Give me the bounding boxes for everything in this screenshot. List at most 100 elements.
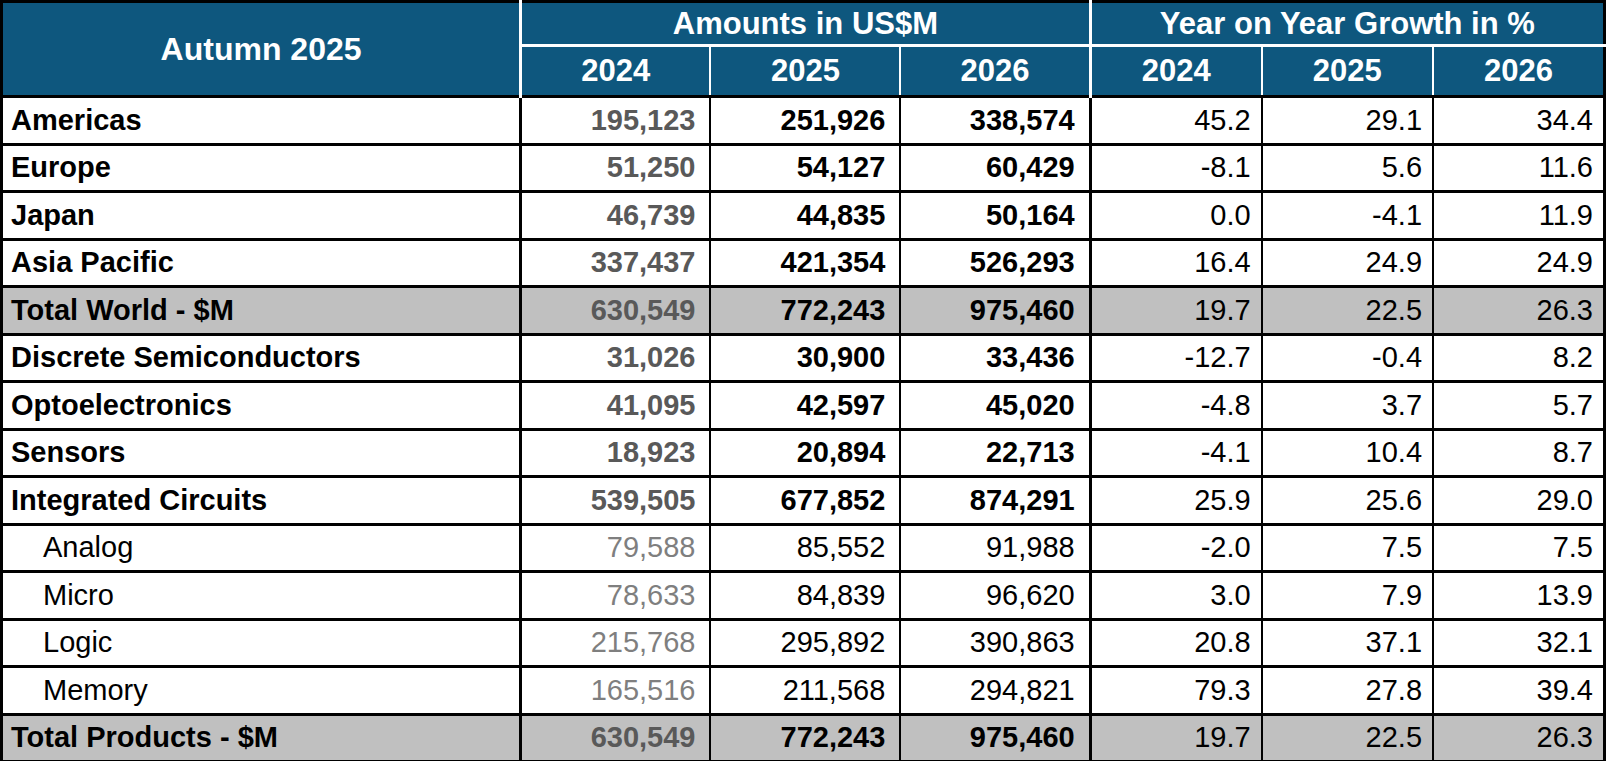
growth-cell-2024: 3.0 [1090,572,1261,620]
amount-cell-2026: 33,436 [900,334,1090,382]
amount-cell-2024: 215,768 [521,619,711,667]
growth-cell-2025: 27.8 [1262,667,1433,715]
amount-cell-2026: 975,460 [900,287,1090,335]
amount-cell-2025: 84,839 [710,572,900,620]
table-row: Total World - $M630,549772,243975,46019.… [2,287,1605,335]
growth-cell-2024: 45.2 [1090,97,1261,145]
amount-cell-2024: 78,633 [521,572,711,620]
growth-cell-2024: 0.0 [1090,192,1261,240]
growth-cell-2024: -2.0 [1090,524,1261,572]
growth-cell-2025: 29.1 [1262,97,1433,145]
amount-cell-2026: 338,574 [900,97,1090,145]
row-label: Integrated Circuits [2,477,521,525]
amount-cell-2025: 85,552 [710,524,900,572]
growth-cell-2024: 16.4 [1090,239,1261,287]
table-row: Optoelectronics41,09542,59745,020-4.83.7… [2,382,1605,430]
table-row: Analog79,58885,55291,988-2.07.57.5 [2,524,1605,572]
growth-cell-2026: 26.3 [1433,714,1604,761]
row-label: Asia Pacific [2,239,521,287]
amount-cell-2024: 41,095 [521,382,711,430]
semiconductor-forecast-table: Autumn 2025 Amounts in US$M Year on Year… [0,0,1606,761]
amount-cell-2026: 96,620 [900,572,1090,620]
amounts-year-2024: 2024 [521,46,711,97]
growth-group-header: Year on Year Growth in % [1090,2,1604,46]
amount-cell-2025: 251,926 [710,97,900,145]
table-row: Memory165,516211,568294,82179.327.839.4 [2,667,1605,715]
growth-cell-2024: -4.1 [1090,429,1261,477]
growth-cell-2026: 26.3 [1433,287,1604,335]
table-title: Autumn 2025 [2,2,521,97]
amount-cell-2026: 91,988 [900,524,1090,572]
growth-cell-2025: 10.4 [1262,429,1433,477]
table-body: Americas195,123251,926338,57445.229.134.… [2,97,1605,761]
table-row: Integrated Circuits539,505677,852874,291… [2,477,1605,525]
row-label: Total Products - $M [2,714,521,761]
growth-cell-2025: 22.5 [1262,714,1433,761]
amount-cell-2024: 337,437 [521,239,711,287]
growth-cell-2024: 79.3 [1090,667,1261,715]
amount-cell-2024: 630,549 [521,287,711,335]
amount-cell-2026: 22,713 [900,429,1090,477]
growth-cell-2026: 8.2 [1433,334,1604,382]
growth-cell-2026: 7.5 [1433,524,1604,572]
growth-cell-2026: 24.9 [1433,239,1604,287]
table-row: Total Products - $M630,549772,243975,460… [2,714,1605,761]
growth-cell-2025: 37.1 [1262,619,1433,667]
amount-cell-2026: 975,460 [900,714,1090,761]
table-row: Discrete Semiconductors31,02630,90033,43… [2,334,1605,382]
growth-cell-2025: -4.1 [1262,192,1433,240]
amount-cell-2024: 46,739 [521,192,711,240]
amount-cell-2026: 45,020 [900,382,1090,430]
growth-year-2025: 2025 [1262,46,1433,97]
amount-cell-2025: 772,243 [710,287,900,335]
amount-cell-2024: 539,505 [521,477,711,525]
table-row: Japan46,73944,83550,1640.0-4.111.9 [2,192,1605,240]
amount-cell-2025: 421,354 [710,239,900,287]
amount-cell-2025: 30,900 [710,334,900,382]
table-header: Autumn 2025 Amounts in US$M Year on Year… [2,2,1605,97]
growth-cell-2026: 34.4 [1433,97,1604,145]
row-label: Europe [2,144,521,192]
amount-cell-2026: 60,429 [900,144,1090,192]
amount-cell-2026: 390,863 [900,619,1090,667]
amount-cell-2026: 874,291 [900,477,1090,525]
growth-cell-2025: 5.6 [1262,144,1433,192]
amount-cell-2026: 526,293 [900,239,1090,287]
amount-cell-2024: 31,026 [521,334,711,382]
amounts-year-2025: 2025 [710,46,900,97]
amount-cell-2025: 42,597 [710,382,900,430]
growth-cell-2026: 29.0 [1433,477,1604,525]
row-label: Sensors [2,429,521,477]
row-label: Micro [2,572,521,620]
growth-cell-2026: 39.4 [1433,667,1604,715]
row-label: Analog [2,524,521,572]
table-row: Micro78,63384,83996,6203.07.913.9 [2,572,1605,620]
growth-cell-2025: 24.9 [1262,239,1433,287]
growth-cell-2026: 11.9 [1433,192,1604,240]
growth-cell-2025: 25.6 [1262,477,1433,525]
row-label: Memory [2,667,521,715]
amount-cell-2024: 195,123 [521,97,711,145]
growth-cell-2024: 19.7 [1090,714,1261,761]
amount-cell-2025: 677,852 [710,477,900,525]
table-row: Sensors18,92320,89422,713-4.110.48.7 [2,429,1605,477]
amount-cell-2025: 211,568 [710,667,900,715]
growth-cell-2026: 13.9 [1433,572,1604,620]
growth-cell-2025: 7.5 [1262,524,1433,572]
amount-cell-2024: 165,516 [521,667,711,715]
amount-cell-2025: 44,835 [710,192,900,240]
row-label: Discrete Semiconductors [2,334,521,382]
growth-cell-2024: 20.8 [1090,619,1261,667]
growth-year-2026: 2026 [1433,46,1604,97]
amount-cell-2025: 772,243 [710,714,900,761]
amount-cell-2026: 50,164 [900,192,1090,240]
amount-cell-2025: 295,892 [710,619,900,667]
amount-cell-2026: 294,821 [900,667,1090,715]
table-row: Europe51,25054,12760,429-8.15.611.6 [2,144,1605,192]
growth-cell-2026: 5.7 [1433,382,1604,430]
growth-cell-2025: 3.7 [1262,382,1433,430]
row-label: Japan [2,192,521,240]
row-label: Logic [2,619,521,667]
amount-cell-2024: 79,588 [521,524,711,572]
growth-cell-2025: -0.4 [1262,334,1433,382]
